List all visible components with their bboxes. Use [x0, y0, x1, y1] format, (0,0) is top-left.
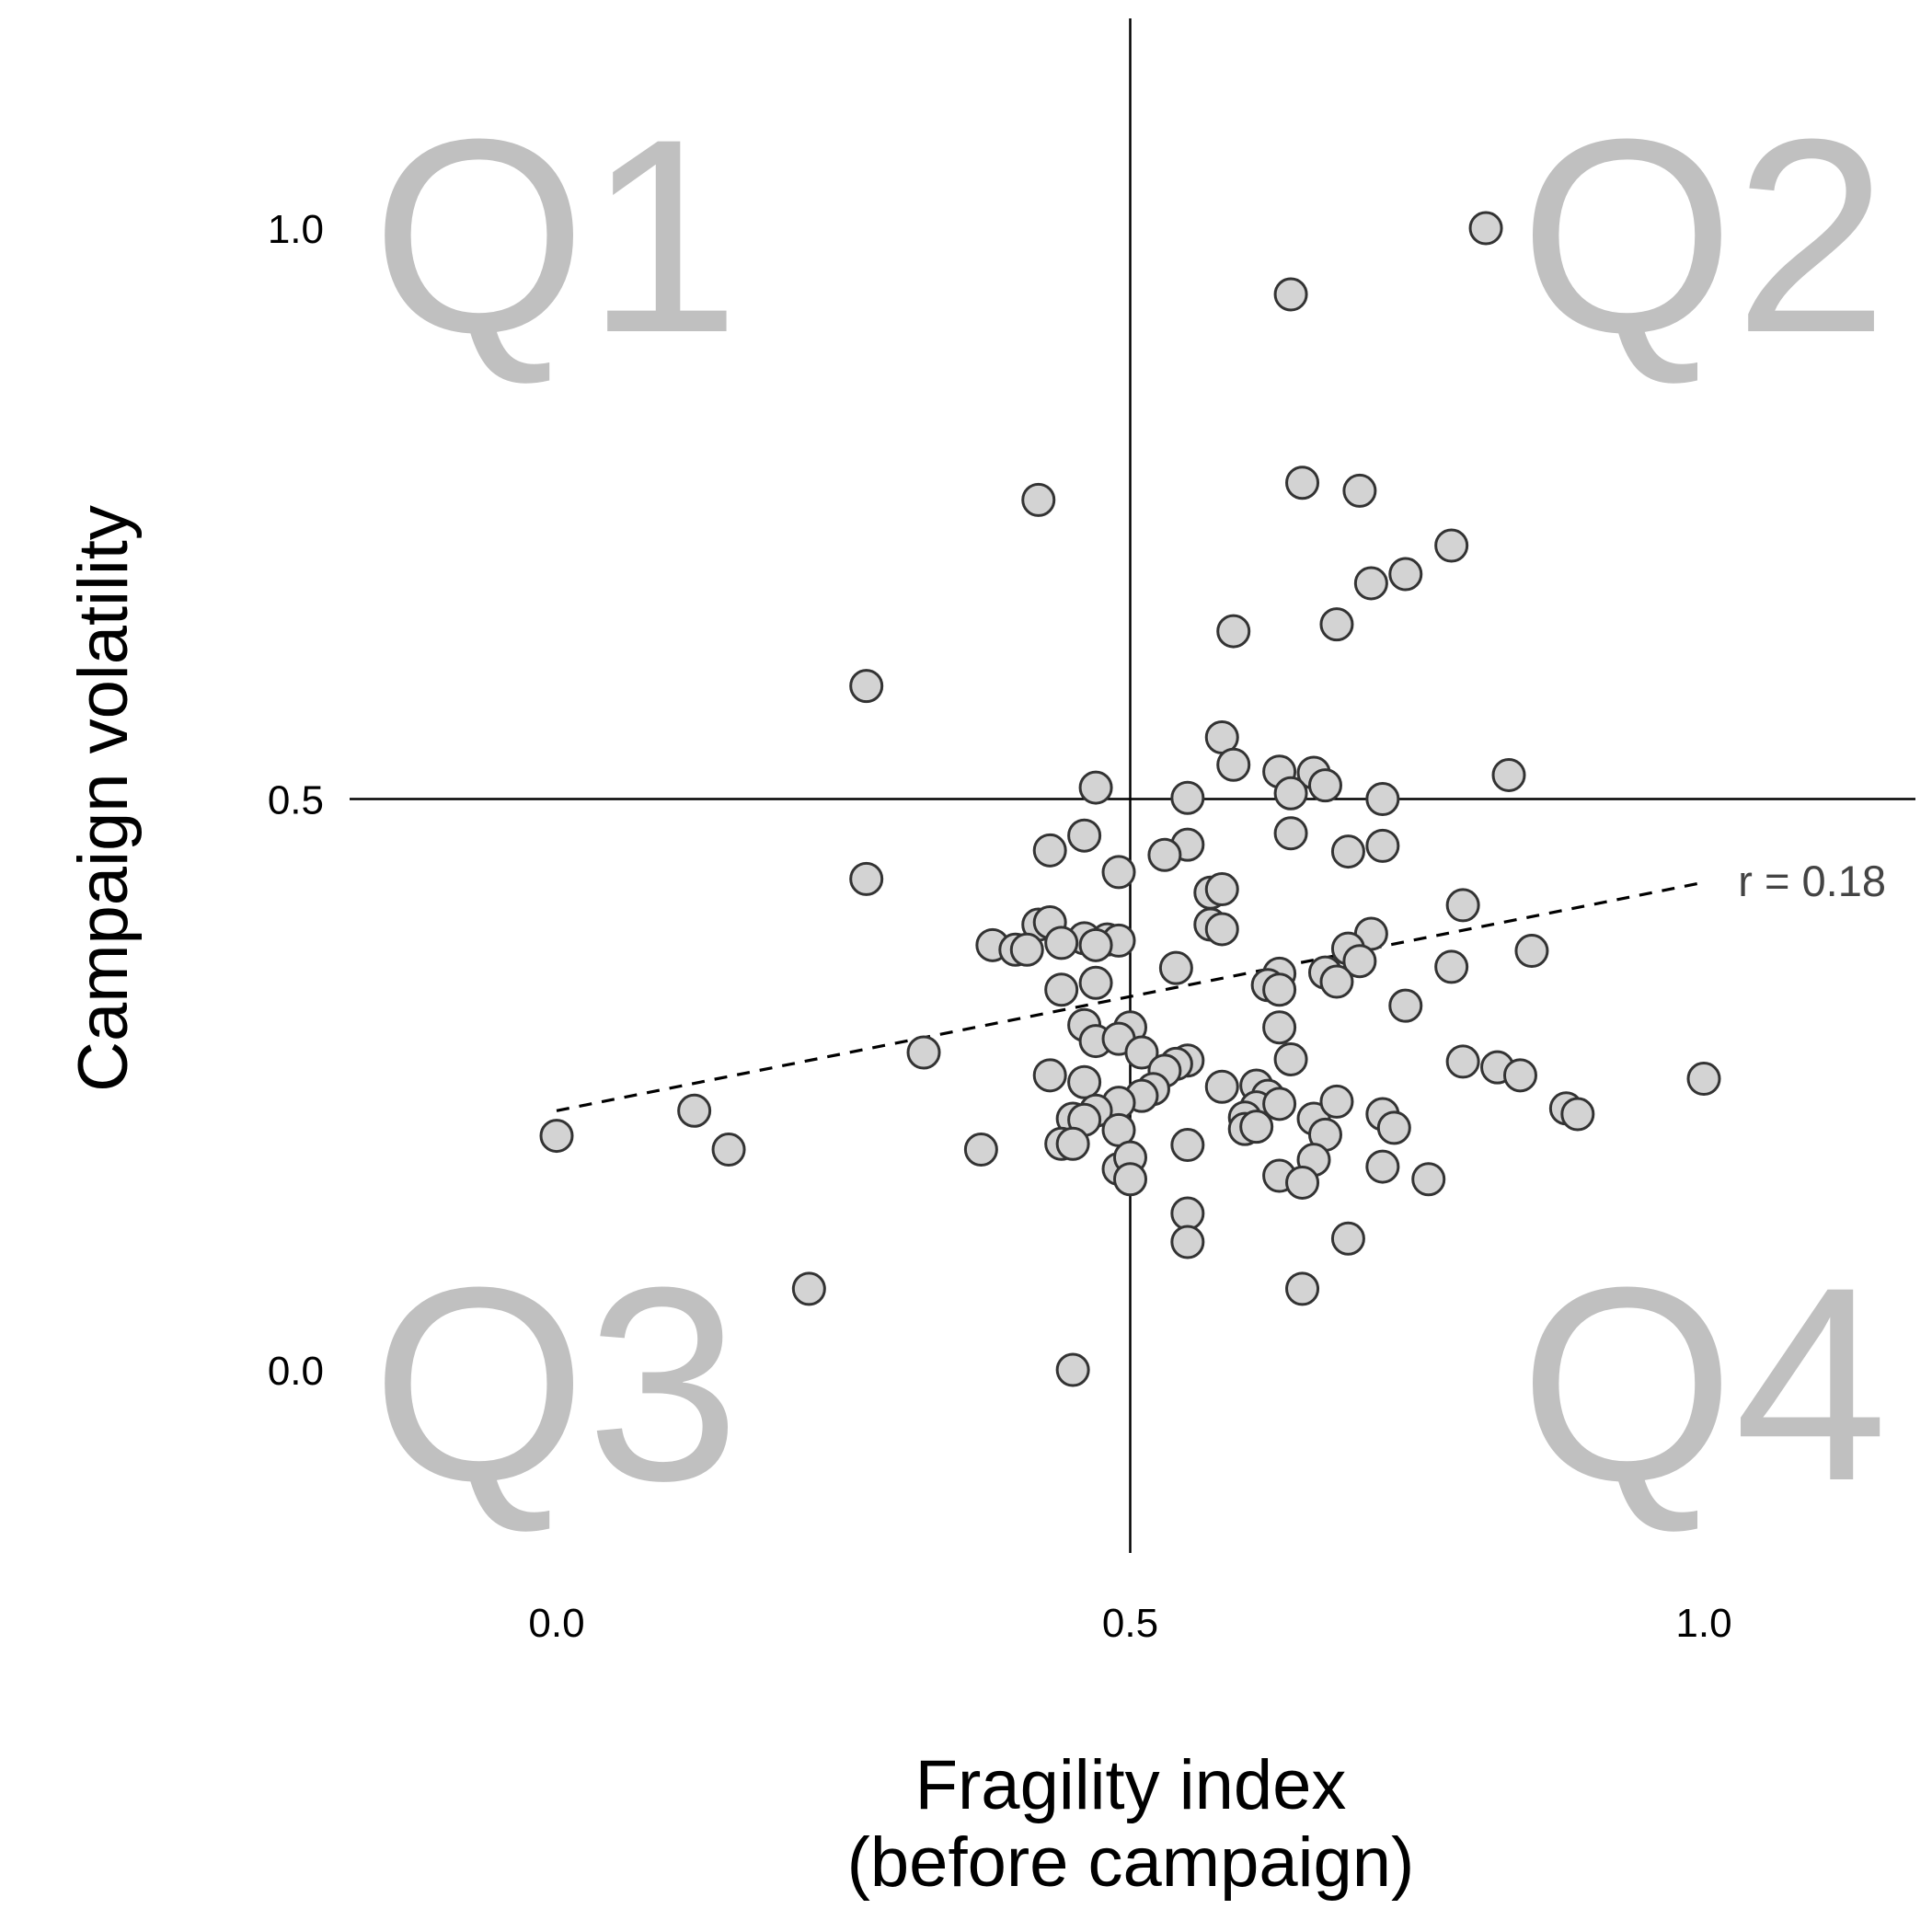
scatter-point: [1158, 950, 1193, 985]
scatter-point: [1365, 782, 1400, 816]
scatter-point: [1686, 1062, 1721, 1097]
y-tick-label: 0.5: [268, 778, 324, 823]
y-tick-label: 0.0: [268, 1349, 324, 1394]
scatter-point: [1273, 776, 1308, 811]
scatter-point: [1434, 949, 1469, 984]
scatter-point: [1078, 927, 1113, 962]
scatter-point: [1204, 872, 1239, 907]
scatter-point: [1262, 1087, 1297, 1121]
scatter-point: [1067, 1064, 1102, 1099]
correlation-label: r = 0.18: [1738, 857, 1886, 905]
scatter-point: [1365, 1149, 1400, 1184]
scatter-point: [849, 861, 884, 896]
scatter-point: [1044, 972, 1079, 1007]
scatter-point: [1514, 934, 1549, 969]
quadrant-label-q1: Q1: [372, 81, 740, 390]
scatter-point: [1342, 473, 1377, 508]
scatter-point: [1032, 1058, 1067, 1093]
scatter-point: [1170, 1225, 1205, 1259]
scatter-point: [849, 669, 884, 704]
scatter-point: [1353, 566, 1388, 601]
scatter-point: [1170, 780, 1205, 815]
x-axis-title-line2: (before campaign): [847, 1823, 1415, 1902]
trend-line: [556, 880, 1705, 1112]
scatter-point: [1044, 926, 1079, 960]
scatter-point: [1170, 1196, 1205, 1231]
scatter-point: [1319, 964, 1354, 999]
scatter-point: [1113, 1162, 1147, 1197]
scatter-point: [1319, 1084, 1354, 1119]
scatter-point: [906, 1035, 941, 1070]
scatter-point: [1434, 528, 1469, 563]
scatter-point: [1067, 818, 1102, 853]
x-tick-label: 0.0: [528, 1601, 584, 1646]
scatter-point: [1204, 912, 1239, 947]
scatter-point: [1216, 747, 1251, 782]
scatter-point: [1262, 1010, 1297, 1045]
scatter-point: [1055, 1126, 1090, 1161]
scatter-point: [1124, 1035, 1159, 1070]
scatter-point: [1101, 855, 1136, 890]
scatter-point: [1021, 482, 1056, 517]
scatter-point: [711, 1132, 746, 1167]
scatter-point: [1445, 1044, 1480, 1079]
scatter-point: [677, 1093, 712, 1128]
y-tick-label: 1.0: [268, 207, 324, 252]
scatter-point: [1330, 1221, 1365, 1256]
scatter-point: [1307, 768, 1342, 803]
x-axis-title-line1: Fragility index: [915, 1746, 1347, 1824]
scatter-point: [1445, 888, 1480, 923]
scatter-point: [1032, 833, 1067, 868]
scatter-point: [1388, 557, 1423, 592]
x-tick-label: 0.5: [1102, 1601, 1158, 1646]
y-axis-title: Campaign volatility: [64, 505, 143, 1092]
scatter-point: [1273, 1041, 1308, 1076]
scatter-point: [1262, 972, 1297, 1007]
scatter-point: [1078, 965, 1113, 1000]
scatter-point: [1239, 1110, 1274, 1144]
scatter-point: [1204, 1069, 1239, 1104]
quadrant-label-q2: Q2: [1520, 81, 1888, 390]
scatter-point: [1319, 607, 1354, 642]
scatter-point: [1502, 1058, 1537, 1093]
scatter-point: [1468, 211, 1503, 246]
scatter-point: [1330, 834, 1365, 869]
scatter-point: [1170, 1128, 1205, 1163]
scatter-point: [963, 1132, 998, 1167]
quadrant-label-q4: Q4: [1520, 1229, 1888, 1538]
x-tick-label: 1.0: [1675, 1601, 1731, 1646]
scatter-point: [1147, 837, 1182, 872]
scatter-point: [1285, 1271, 1320, 1306]
scatter-point: [1365, 828, 1400, 863]
scatter-point: [1388, 988, 1423, 1023]
scatter-point: [1376, 1110, 1411, 1145]
points-layer: [539, 211, 1721, 1387]
scatter-point: [1078, 770, 1113, 805]
scatter-point: [1411, 1162, 1446, 1197]
quadrant-label-q3: Q3: [372, 1229, 740, 1538]
scatter-point: [1216, 614, 1251, 649]
scatter-point: [1055, 1352, 1090, 1387]
scatter-point: [1491, 757, 1526, 792]
scatter-point: [1285, 466, 1320, 500]
scatter-point: [1342, 944, 1377, 979]
scatter-point: [1285, 1165, 1320, 1200]
scatter-point: [1273, 277, 1308, 312]
scatter-point: [539, 1119, 574, 1154]
scatter-point: [1009, 932, 1044, 967]
scatter-point: [1560, 1097, 1595, 1132]
scatter-point: [791, 1271, 826, 1306]
scatter-point: [1273, 816, 1308, 851]
